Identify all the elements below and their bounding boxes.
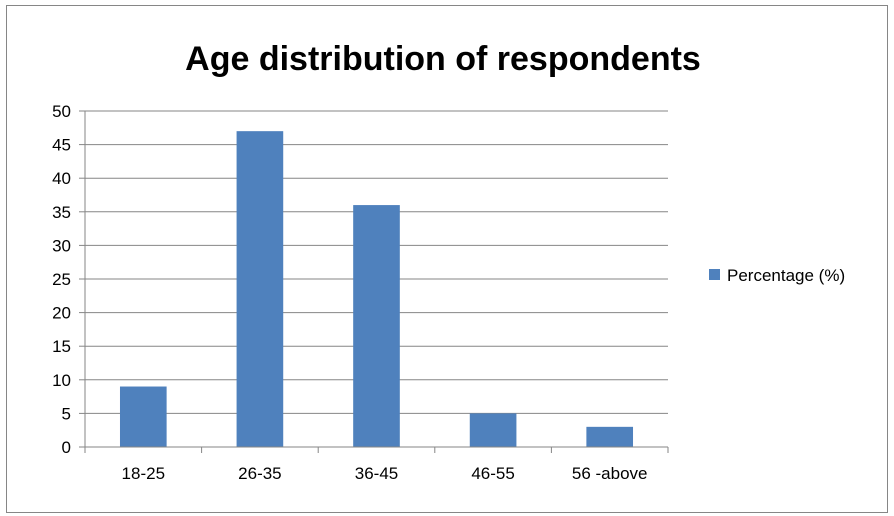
y-axis-ticks: 0 5 10 15 20 25 30 35 40 45 50	[52, 102, 71, 457]
y-tick-label-35: 35	[52, 203, 71, 222]
bar-18-25	[119, 386, 167, 447]
bar-36-45	[353, 205, 400, 447]
y-tick-label-15: 15	[52, 337, 71, 356]
chart-title: Age distribution of respondents	[185, 40, 701, 78]
y-tick-label-20: 20	[52, 304, 71, 323]
legend-label: Percentage (%)	[727, 266, 845, 285]
x-tick-label-36-45: 36-45	[355, 464, 398, 483]
x-tick-label-56 -above: 56 -above	[572, 464, 648, 483]
y-tick-label-10: 10	[52, 371, 71, 390]
y-tick-label-45: 45	[52, 136, 71, 155]
bars	[119, 131, 634, 447]
x-axis-ticks: 18-25 26-35 36-45 46-55 56 -above	[122, 464, 648, 483]
y-tick-label-25: 25	[52, 270, 71, 289]
bar-46-55	[469, 413, 517, 447]
axes	[79, 110, 669, 453]
y-tick-label-50: 50	[52, 102, 71, 121]
bar-26-35	[236, 131, 284, 447]
legend-swatch	[709, 269, 720, 280]
legend: Percentage (%)	[709, 266, 845, 285]
x-tick-label-18-25: 18-25	[122, 464, 165, 483]
y-tick-label-30: 30	[52, 236, 71, 255]
y-tick-label-40: 40	[52, 169, 71, 188]
y-tick-label-5: 5	[62, 404, 71, 423]
y-tick-label-0: 0	[62, 438, 71, 457]
gridlines	[85, 110, 668, 414]
x-tick-label-26-35: 26-35	[238, 464, 281, 483]
bar-56 -above	[586, 426, 634, 447]
x-tick-label-46-55: 46-55	[471, 464, 514, 483]
